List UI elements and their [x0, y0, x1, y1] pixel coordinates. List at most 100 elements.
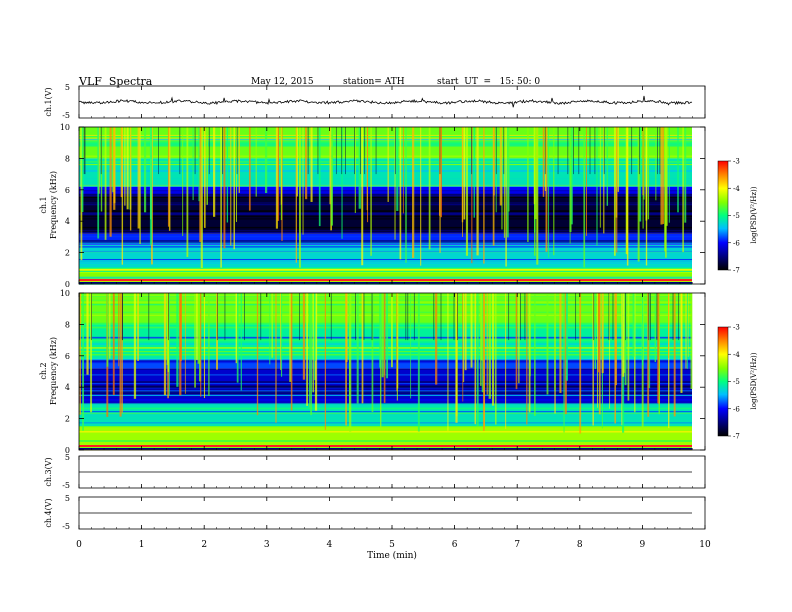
- spectrogram-line: [79, 195, 692, 197]
- spectrogram-streak: [391, 293, 393, 368]
- spectrogram-line: [79, 218, 692, 220]
- spectrogram-streak: [314, 293, 318, 411]
- spectrogram-streak: [548, 127, 550, 258]
- ch3-ylabel: ch.3(V): [44, 457, 53, 486]
- spectrogram-streak: [386, 293, 389, 379]
- spectrogram-gap: [121, 293, 123, 341]
- y-tick-label: 6: [65, 186, 70, 195]
- ch2-colorbar-label: log(PSD(V²/Hz)): [750, 352, 758, 409]
- spectrogram-gap: [79, 293, 80, 341]
- spectrogram-streak: [235, 127, 237, 222]
- spectrogram-streak: [383, 293, 386, 403]
- spectrogram-streak: [553, 127, 555, 256]
- spectrogram-streak: [124, 127, 126, 206]
- spectrogram-line: [79, 361, 692, 363]
- spectrogram-streak: [655, 127, 657, 201]
- spectrogram-gap: [158, 127, 159, 175]
- y-tick-label: 8: [65, 154, 70, 163]
- x-tick-label: 3: [264, 540, 270, 550]
- spectrogram-streak: [271, 293, 273, 358]
- spectrogram-streak: [113, 127, 116, 210]
- spectrogram-line: [79, 343, 692, 345]
- spectrogram-streak: [361, 293, 364, 404]
- spectrogram-streak: [236, 293, 239, 383]
- spectrogram-gap: [307, 127, 309, 175]
- spectrogram-gap: [194, 127, 196, 175]
- spectrogram-gap: [659, 127, 661, 175]
- spectrogram-band: [79, 358, 692, 369]
- spectrogram-streak: [213, 127, 216, 217]
- spectrogram-gap: [168, 293, 169, 341]
- spectrogram-streak: [668, 293, 670, 429]
- spectrogram-streak: [238, 127, 240, 193]
- spectrogram-streak: [637, 127, 640, 262]
- ch1-waveform-trace: [78, 95, 693, 108]
- spectrogram-streak: [534, 293, 536, 416]
- spectrogram-gap: [224, 293, 226, 341]
- spectrogram-gap: [503, 127, 505, 175]
- spectrogram-streak: [439, 127, 441, 253]
- spectrogram-gap: [524, 293, 526, 341]
- spectrogram-line: [79, 322, 692, 325]
- ch4-ylabel: ch.4(V): [44, 498, 53, 527]
- spectrogram-streak: [354, 127, 356, 214]
- spectrogram-streak: [463, 127, 466, 220]
- spectrogram-line: [79, 278, 692, 280]
- spectrogram-line: [79, 268, 692, 271]
- spectrogram-streak: [168, 293, 170, 396]
- spectrogram-line: [79, 144, 692, 147]
- colorbar-tick-label: -5: [733, 378, 740, 386]
- spectrogram-streak: [592, 293, 594, 426]
- spectrogram-streak: [609, 293, 611, 409]
- colorbar-tick-label: -4: [733, 351, 740, 359]
- spectrogram-gap: [648, 293, 650, 341]
- ch1-ytick-bottom: -5: [62, 111, 70, 120]
- spectrogram-gap: [678, 293, 680, 341]
- x-tick-label: 8: [577, 540, 583, 550]
- spectrogram-line: [79, 374, 692, 376]
- spectrogram-streak: [505, 293, 507, 429]
- spectrogram-gap: [371, 293, 373, 341]
- spectrogram-line: [79, 385, 692, 387]
- spectrogram-streak: [143, 127, 147, 213]
- spectrogram-streak: [310, 293, 313, 416]
- spectrogram-streak: [687, 293, 688, 369]
- spectrogram-line: [79, 161, 692, 163]
- spectrogram-streak: [129, 127, 132, 231]
- spectrogram-gap: [148, 293, 150, 341]
- spectrogram-streak: [192, 127, 194, 201]
- spectrogram-line: [79, 142, 692, 145]
- spectrogram-gap: [91, 293, 92, 341]
- spectrogram-streak: [542, 127, 545, 197]
- spectrogram-gap: [208, 127, 210, 175]
- spectrogram-streak: [598, 293, 600, 373]
- spectrogram-streak: [546, 293, 549, 395]
- spectrogram-streak: [623, 293, 626, 373]
- spectrogram-gap: [100, 127, 102, 175]
- spectrogram-line: [79, 137, 692, 140]
- spectrogram-streak: [471, 127, 473, 264]
- colorbar-tick-label: -3: [733, 324, 740, 332]
- spectrogram-line: [79, 393, 692, 395]
- spectrogram-streak: [90, 293, 93, 413]
- spectrogram-band: [79, 244, 692, 269]
- spectrogram-streak: [109, 127, 112, 237]
- spectrogram-streak: [634, 293, 636, 413]
- spectrogram-line: [79, 258, 692, 261]
- spectrogram-streak: [596, 293, 598, 408]
- spectrogram-line: [79, 276, 692, 278]
- spectrogram-streak: [379, 293, 382, 368]
- spectrogram-streak: [203, 127, 206, 228]
- ch3-waveform-panel: 5 -5 ch.3(V): [44, 453, 706, 490]
- spectrogram-streak: [461, 127, 464, 223]
- x-tick-label: 10: [699, 540, 711, 550]
- spectrogram-streak: [476, 293, 479, 427]
- spectrogram-gap: [453, 293, 455, 341]
- spectrogram-streak: [198, 127, 200, 202]
- spectrogram-line: [79, 216, 692, 218]
- spectrogram-streak: [613, 127, 616, 256]
- spectrogram-streak: [118, 293, 120, 367]
- spectrogram-streak: [462, 293, 464, 402]
- spectrogram-line: [79, 178, 692, 180]
- spectrogram-streak: [306, 293, 309, 406]
